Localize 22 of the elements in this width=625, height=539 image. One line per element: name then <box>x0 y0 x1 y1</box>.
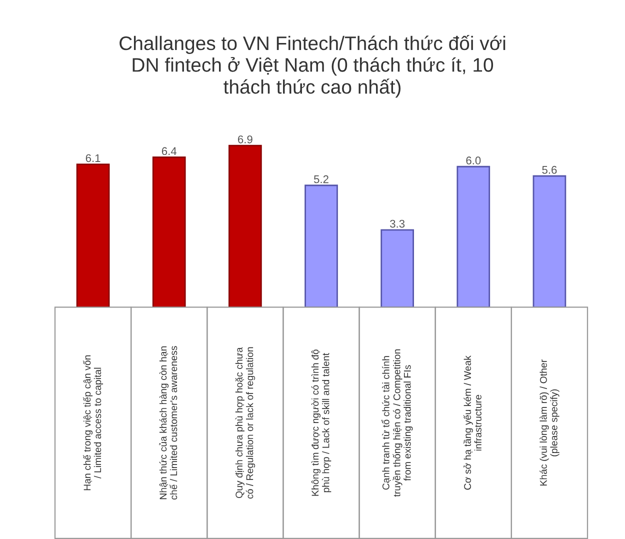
x-tick-label: Cạnh tranh từ tổ chức tài chính truyền thống hiện có / Competition from existing traditional FIs <box>381 349 413 497</box>
data-label: 6.4 <box>162 147 177 156</box>
x-tick-label: Hạn chế trong việc tiếp cận vốn / Limited access to capital <box>83 355 104 490</box>
data-label: 5.6 <box>542 166 557 174</box>
chart-title: Challanges to VN Fintech/Thách thức đối với DN fintech ở Việt Nam (0 thách thức ít, 10 thách thức cao nhất) <box>120 35 506 98</box>
bar <box>152 156 186 308</box>
data-label: 6.0 <box>466 156 481 164</box>
bar <box>380 229 414 308</box>
x-tick-label: Nhận thức của khách hàng còn hạn chế / Limited customer's awareness <box>159 346 178 500</box>
x-tick-label: Quy định chưa phù hợp hoặc chưa có / Regulation or lack of regulation <box>235 347 256 499</box>
bar <box>228 144 262 308</box>
data-label: 3.3 <box>390 220 405 228</box>
bar <box>532 175 566 308</box>
x-tick-label: Khác (vui lòng làm rõ) / Other (please specify) <box>540 360 560 486</box>
bar <box>76 164 110 308</box>
bar <box>456 166 490 308</box>
x-tick-label: Không tìm được người có trình độ phù hợp / Lack of skill and talent <box>311 350 332 496</box>
data-label: 6.1 <box>86 154 100 162</box>
data-label: 5.2 <box>314 175 328 184</box>
x-tick-label: Cơ sở hạ tầng yếu kém / Weak infrastructure <box>463 355 482 490</box>
data-label: 6.9 <box>238 135 252 144</box>
bar <box>304 184 338 308</box>
